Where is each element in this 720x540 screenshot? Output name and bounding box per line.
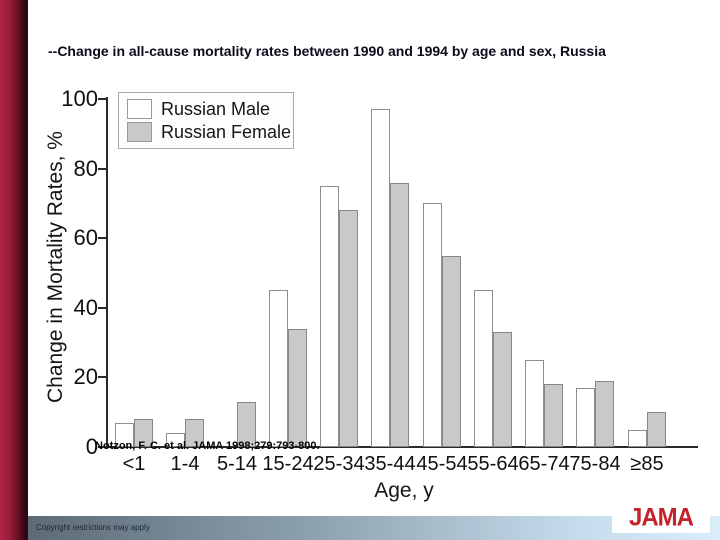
- x-tick-label-75-84: 75-84: [569, 453, 621, 475]
- y-tick-label-0: 0: [85, 434, 98, 459]
- x-axis-title: Age, y: [374, 479, 434, 502]
- left-accent-bar: [0, 0, 28, 540]
- x-tick-label-25-34: 25-34: [313, 453, 365, 475]
- y-tick-label-60: 60: [73, 225, 98, 250]
- bar-male-75-84: [576, 388, 595, 447]
- bar-male-1-4: [166, 433, 185, 447]
- x-tick-label-≥85: ≥85: [630, 453, 664, 475]
- y-tick-mark-80: [98, 168, 106, 170]
- y-tick-label-100: 100: [61, 86, 98, 111]
- bar-male-45-54: [423, 203, 442, 447]
- legend-label-female: Russian Female: [161, 121, 292, 142]
- bar-female-35-44: [390, 183, 409, 447]
- y-axis-line: [106, 97, 108, 448]
- x-tick-label-5-14: 5-14: [216, 453, 258, 475]
- bar-female-65-74: [544, 384, 563, 447]
- copyright-notice: Copyright restrictions may apply: [36, 523, 150, 532]
- citation: Notzon, F. C. et al. JAMA 1998;279:793-8…: [95, 440, 320, 452]
- bar-male-35-44: [371, 109, 390, 447]
- bar-female-25-34: [339, 210, 358, 447]
- legend-label-male: Russian Male: [161, 98, 271, 119]
- bar-male-<1: [115, 423, 134, 447]
- x-tick-label-45-54: 45-54: [416, 453, 468, 475]
- bar-female-<1: [134, 419, 153, 447]
- bar-male-25-34: [320, 186, 339, 447]
- bar-female-5-14: [237, 402, 256, 447]
- y-tick-mark-40: [98, 307, 106, 309]
- female-swatch-icon: [127, 122, 152, 142]
- bar-female-75-84: [595, 381, 614, 447]
- x-tick-label-1-4: 1-4: [170, 453, 200, 475]
- x-tick-label-15-24: 15-24: [262, 453, 314, 475]
- legend-row-female: Russian Female: [127, 121, 291, 143]
- x-tick-label-<1: <1: [122, 453, 146, 475]
- y-tick-label-40: 40: [73, 295, 98, 320]
- x-tick-label-55-64: 55-64: [467, 453, 519, 475]
- bar-male-≥85: [628, 430, 647, 447]
- legend-row-male: Russian Male: [127, 98, 285, 120]
- bottom-gradient-bar: Copyright restrictions may apply: [28, 516, 720, 540]
- jama-logo-text: JAMA: [628, 503, 694, 532]
- bar-female-55-64: [493, 332, 512, 447]
- bar-female-1-4: [185, 419, 204, 447]
- bar-female-45-54: [442, 256, 461, 447]
- y-tick-mark-100: [98, 98, 106, 100]
- bar-male-65-74: [525, 360, 544, 447]
- y-tick-label-20: 20: [73, 364, 98, 389]
- male-swatch-icon: [127, 99, 152, 119]
- slide-title: --Change in all-cause mortality rates be…: [48, 43, 606, 59]
- x-axis-line: [106, 446, 698, 448]
- y-tick-mark-20: [98, 376, 106, 378]
- y-tick-mark-60: [98, 237, 106, 239]
- jama-logo: JAMA: [612, 503, 710, 533]
- bar-female-≥85: [647, 412, 666, 447]
- y-tick-mark-0: [98, 446, 106, 448]
- bar-female-15-24: [288, 329, 307, 447]
- y-tick-label-80: 80: [73, 156, 98, 181]
- x-tick-label-35-44: 35-44: [364, 453, 416, 475]
- y-axis-title: Change in Mortality Rates, %: [44, 131, 67, 403]
- chart-legend: Russian Male Russian Female: [118, 92, 294, 149]
- bar-male-15-24: [269, 290, 288, 447]
- bar-male-55-64: [474, 290, 493, 447]
- x-tick-label-65-74: 65-74: [518, 453, 570, 475]
